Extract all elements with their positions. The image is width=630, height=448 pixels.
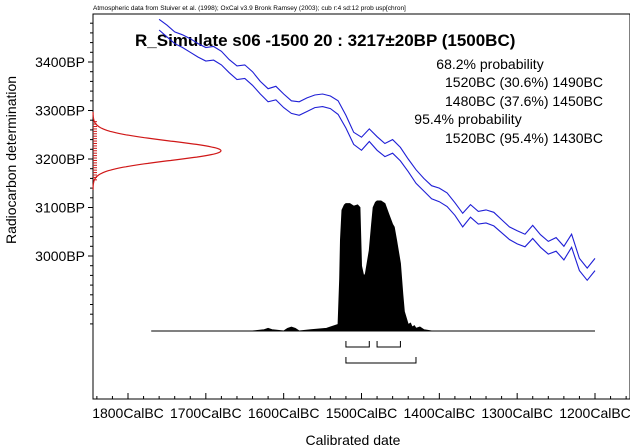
range-68-bracket: [376, 341, 401, 348]
x-axis-label: Calibrated date: [306, 432, 401, 448]
y-tick-label: 3100BP: [35, 200, 85, 216]
x-tick-label: 1800CalBC: [92, 405, 164, 421]
y-tick-label: 3300BP: [35, 103, 85, 119]
x-tick-label: 1700CalBC: [170, 405, 242, 421]
annotation-line: 95.4% probability: [414, 111, 521, 127]
y-axis: 3400BP 3300BP 3200BP 3100BP 3000BP: [35, 14, 94, 399]
measurement-distribution: [92, 111, 222, 190]
posterior-area: [151, 200, 595, 332]
y-tick-label: 3000BP: [35, 248, 85, 264]
calibration-curve-lower: [158, 29, 596, 282]
x-axis: 1800CalBC 1700CalBC 1600CalBC 1500CalBC 1400…: [92, 393, 630, 421]
y-tick-label: 3200BP: [35, 151, 85, 167]
posterior-distribution: [151, 200, 595, 332]
annotation-line: 1520BC (30.6%) 1490BC: [445, 74, 603, 90]
x-tick-label: 1200CalBC: [559, 405, 630, 421]
measurement-curve: [92, 111, 222, 190]
chart-title: R_Simulate s06 -1500 20 : 3217±20BP (150…: [135, 31, 515, 50]
y-axis-label: Radiocarbon determination: [3, 76, 19, 244]
probability-annotations: 68.2% probability 1520BC (30.6%) 1490BC 14…: [414, 56, 603, 146]
plot-frame: [92, 13, 630, 400]
calibration-curve: [158, 18, 596, 282]
annotation-line: 1520BC (95.4%) 1430BC: [445, 130, 603, 146]
y-tick-label: 3400BP: [35, 54, 85, 70]
x-tick-label: 1400CalBC: [404, 405, 476, 421]
calibration-curve-upper: [158, 18, 596, 269]
header-note: Atmospheric data from Stuiver et al. (19…: [93, 5, 406, 12]
annotation-line: 1480BC (37.6%) 1450BC: [445, 93, 603, 109]
range-95-bracket: [345, 357, 417, 364]
x-tick-label: 1600CalBC: [248, 405, 320, 421]
x-tick-label: 1300CalBC: [481, 405, 553, 421]
x-tick-label: 1500CalBC: [326, 405, 398, 421]
annotation-line: 68.2% probability: [436, 56, 543, 72]
range-68-bracket: [345, 341, 370, 348]
probability-ranges: [345, 341, 417, 364]
